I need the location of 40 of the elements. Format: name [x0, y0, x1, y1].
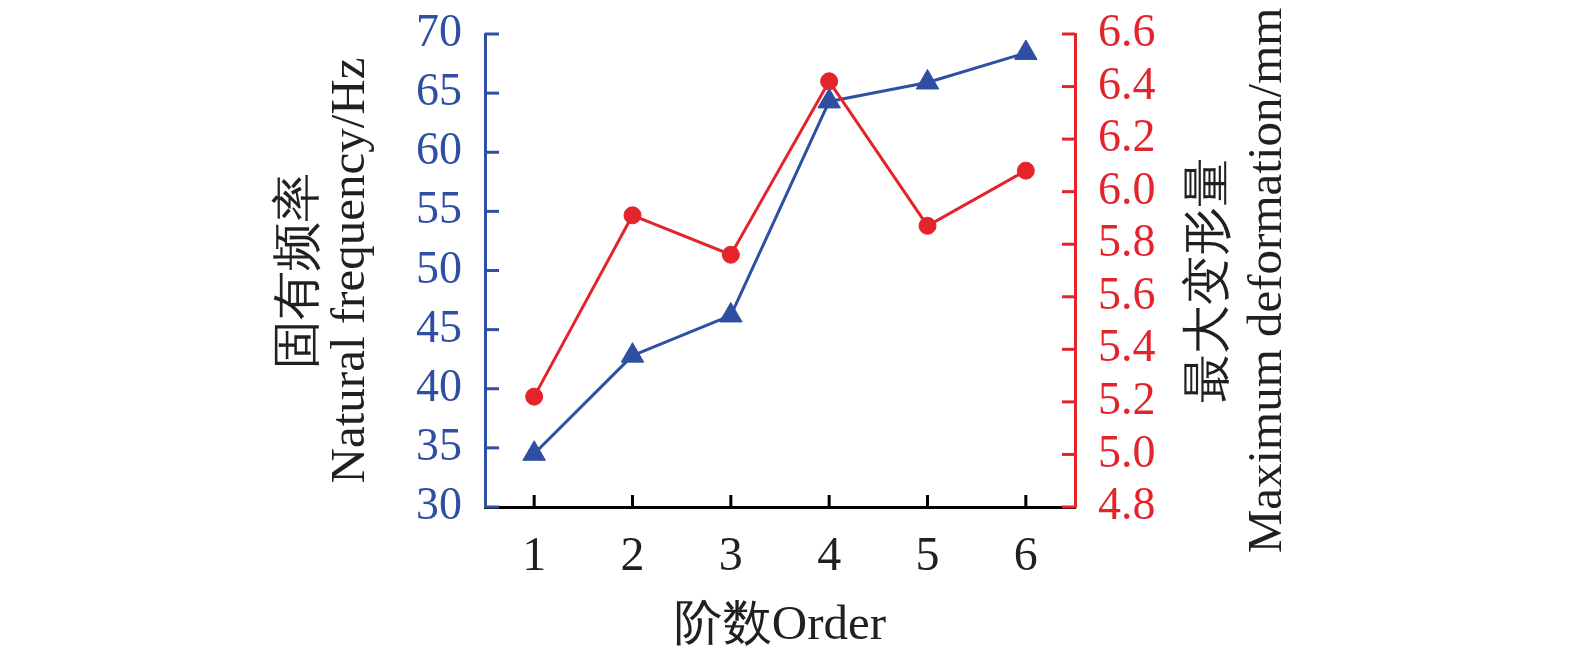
- point: [1016, 161, 1035, 180]
- point: [623, 206, 642, 225]
- point: [918, 216, 937, 235]
- x-axis-title: 阶数Order: [673, 595, 887, 651]
- y-tick-label: 45: [416, 300, 462, 352]
- point: [525, 387, 544, 406]
- point: [915, 68, 940, 90]
- point: [719, 301, 743, 323]
- point: [721, 245, 740, 264]
- point: [817, 87, 841, 109]
- y-tick-label: 60: [416, 123, 462, 175]
- y-axis-title: 固有频率 Natural frequency/Hz: [269, 57, 376, 484]
- x-tick-label: 3: [718, 527, 743, 581]
- y2-tick-label: 5.0: [1098, 425, 1156, 477]
- y-tick-label: 30: [416, 478, 462, 530]
- point: [620, 342, 645, 363]
- point: [1014, 39, 1038, 60]
- y2-tick-label: 4.8: [1098, 478, 1156, 530]
- x-tick-label: 5: [915, 527, 940, 581]
- y2-tick-label: 5.4: [1098, 320, 1156, 372]
- y2-axis-title: 最大变形量 Maximum deformation/mm: [1178, 7, 1292, 554]
- x-tick-label: 6: [1013, 527, 1038, 581]
- x-tick-label: 1: [522, 527, 547, 581]
- y-tick-label: 40: [416, 359, 462, 411]
- y2-tick-label: 6.2: [1098, 110, 1156, 162]
- x-tick-label: 4: [817, 527, 842, 581]
- point: [820, 72, 839, 91]
- x-tick-label: 2: [620, 527, 645, 581]
- y2-tick-label: 5.8: [1098, 215, 1156, 267]
- y2-tick-label: 5.6: [1098, 267, 1156, 319]
- y-tick-label: 65: [416, 64, 462, 116]
- y2-tick-label: 6.4: [1098, 57, 1156, 109]
- y2-tick-label: 6.6: [1098, 5, 1156, 57]
- y-tick-label: 50: [416, 241, 462, 293]
- y-tick-label: 35: [416, 418, 462, 470]
- y2-tick-label: 6.0: [1098, 162, 1156, 214]
- y2-tick-label: 5.2: [1098, 372, 1156, 424]
- point: [522, 440, 546, 461]
- y-tick-label: 55: [416, 182, 462, 234]
- y-tick-label: 70: [416, 5, 462, 57]
